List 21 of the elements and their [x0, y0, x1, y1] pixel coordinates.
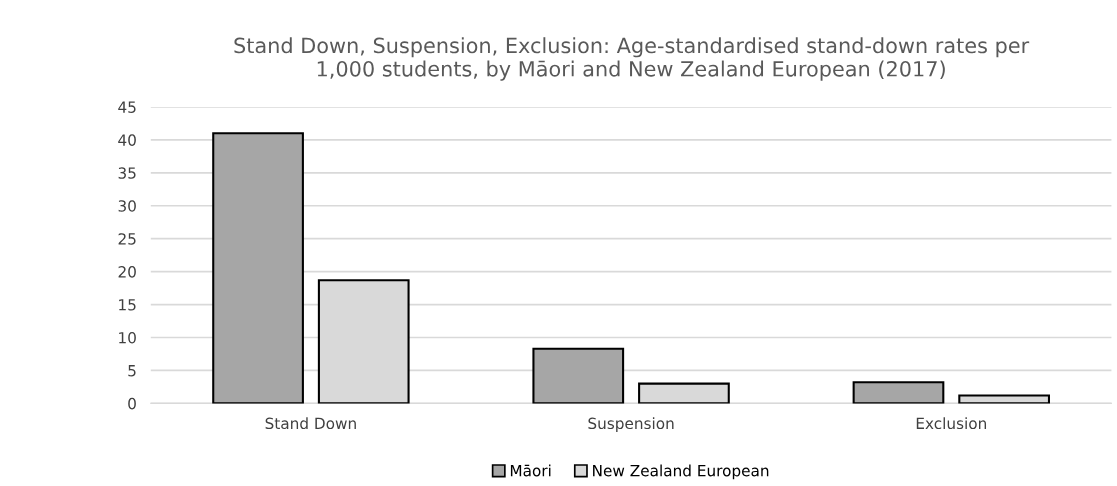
bar: [212, 132, 304, 404]
x-tick-label: Stand Down: [265, 417, 356, 430]
legend-label: Māori: [510, 464, 551, 477]
bar: [532, 347, 625, 404]
y-tick-label: 15: [119, 299, 136, 311]
y-tick-label: 35: [118, 167, 136, 179]
y-tick-label: 40: [118, 134, 136, 146]
y-tick-label: 10: [119, 331, 136, 344]
y-tick-label: 45: [118, 101, 136, 113]
chart-title: Stand Down, Suspension, Exclusion: Age-standardised stand-down rates per 1,000 students, by Māori and New Zealand European (2017): [234, 37, 1030, 81]
y-tick-label: 30: [118, 200, 136, 212]
bar: [638, 382, 730, 404]
x-tick-label: Exclusion: [916, 417, 987, 430]
bar: [958, 394, 1051, 404]
y-tick-label: 25: [118, 233, 136, 245]
bar: [852, 381, 945, 404]
y-tick-label: 20: [118, 266, 136, 278]
y-tick-label: 0: [128, 397, 136, 410]
x-tick-label: Suspension: [588, 417, 674, 433]
y-tick-label: 5: [128, 365, 136, 377]
legend-label: New Zealand European: [593, 464, 769, 480]
